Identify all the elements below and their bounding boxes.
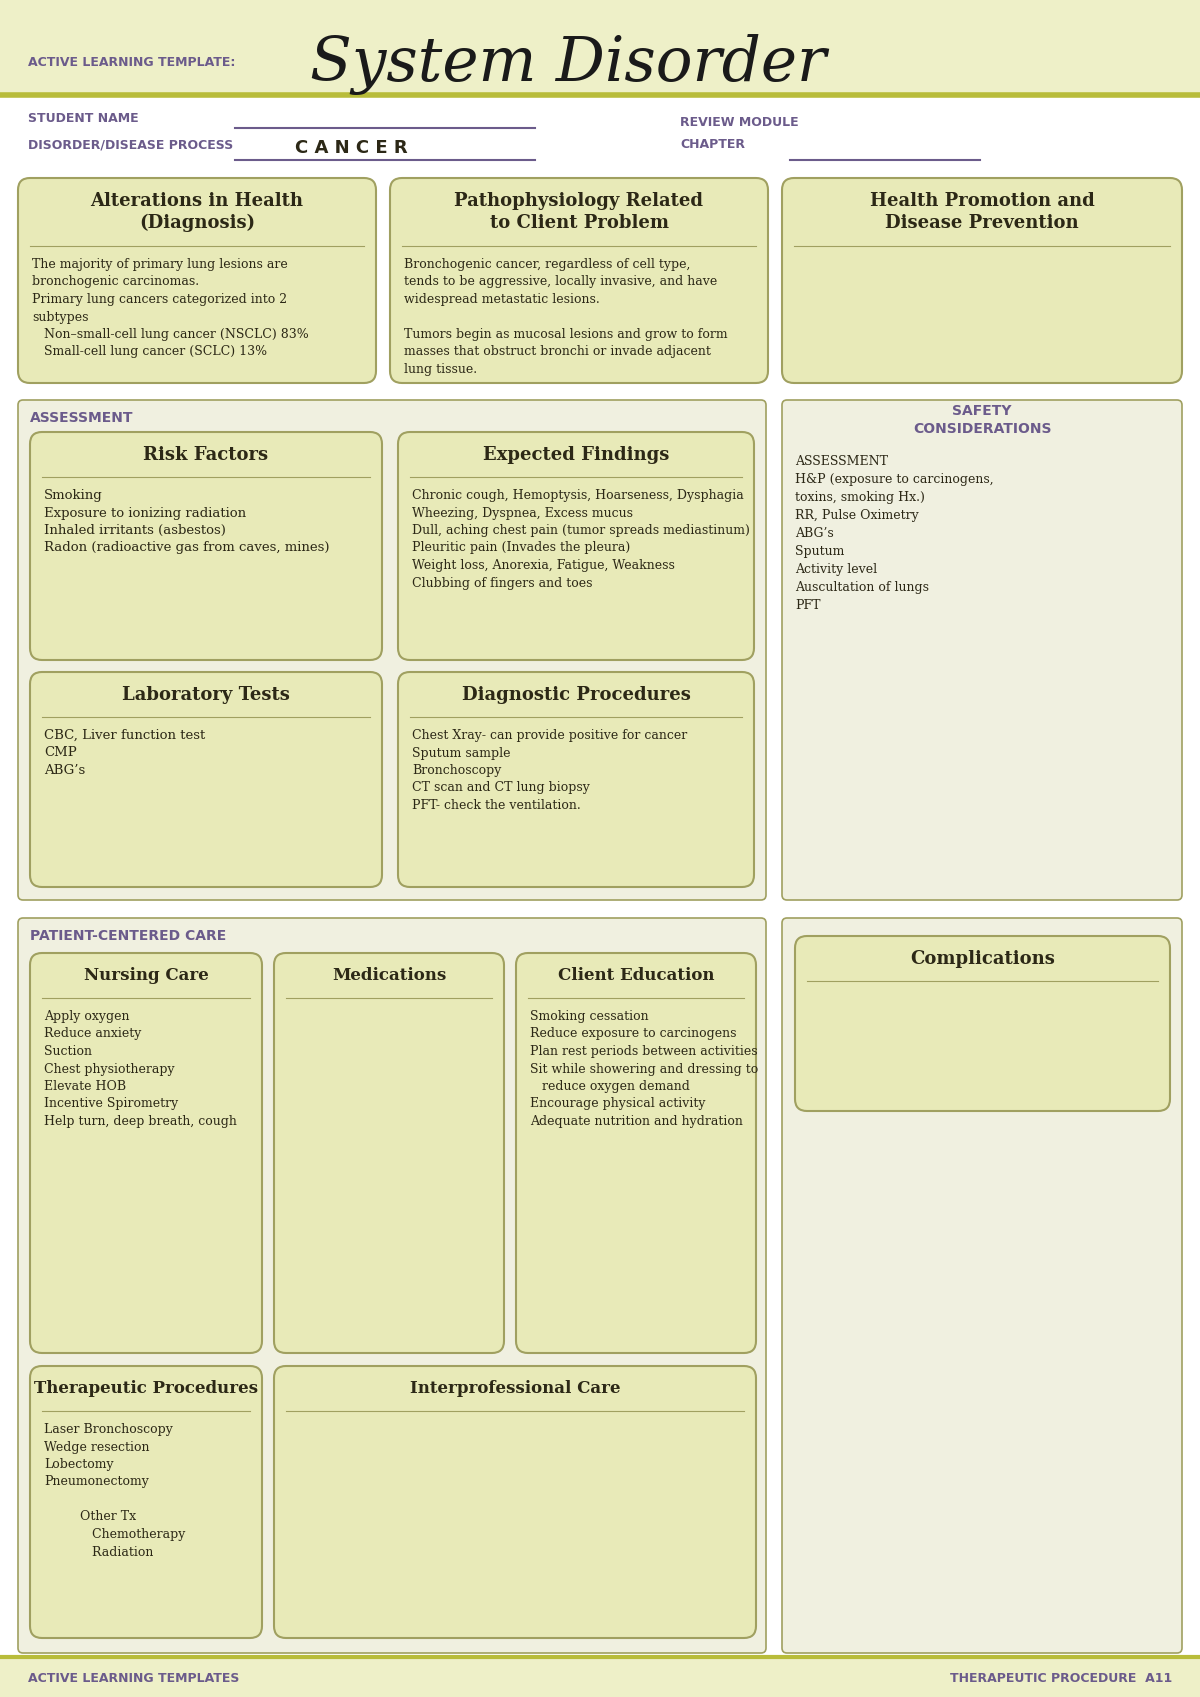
Text: DISORDER/DISEASE PROCESS: DISORDER/DISEASE PROCESS bbox=[28, 139, 233, 151]
Text: Chronic cough, Hemoptysis, Hoarseness, Dysphagia
Wheezing, Dyspnea, Excess mucus: Chronic cough, Hemoptysis, Hoarseness, D… bbox=[412, 489, 750, 589]
Text: ACTIVE LEARNING TEMPLATES: ACTIVE LEARNING TEMPLATES bbox=[28, 1673, 239, 1685]
Text: Smoking cessation
Reduce exposure to carcinogens
Plan rest periods between activ: Smoking cessation Reduce exposure to car… bbox=[530, 1010, 758, 1129]
Text: STUDENT NAME: STUDENT NAME bbox=[28, 112, 139, 124]
FancyBboxPatch shape bbox=[782, 400, 1182, 899]
Text: Health Promotion and
Disease Prevention: Health Promotion and Disease Prevention bbox=[870, 192, 1094, 232]
Text: Smoking
Exposure to ionizing radiation
Inhaled irritants (asbestos)
Radon (radio: Smoking Exposure to ionizing radiation I… bbox=[44, 489, 330, 555]
FancyBboxPatch shape bbox=[796, 937, 1170, 1112]
Text: SAFETY
CONSIDERATIONS: SAFETY CONSIDERATIONS bbox=[913, 404, 1051, 436]
Text: Complications: Complications bbox=[910, 950, 1055, 967]
Text: Diagnostic Procedures: Diagnostic Procedures bbox=[462, 686, 690, 704]
FancyBboxPatch shape bbox=[0, 1656, 1200, 1697]
Text: C A N C E R: C A N C E R bbox=[295, 139, 408, 158]
FancyBboxPatch shape bbox=[516, 954, 756, 1353]
Text: The majority of primary lung lesions are
bronchogenic carcinomas.
Primary lung c: The majority of primary lung lesions are… bbox=[32, 258, 308, 358]
Text: Therapeutic Procedures: Therapeutic Procedures bbox=[34, 1380, 258, 1397]
FancyBboxPatch shape bbox=[274, 954, 504, 1353]
FancyBboxPatch shape bbox=[782, 178, 1182, 384]
Text: ASSESSMENT: ASSESSMENT bbox=[30, 411, 133, 424]
Text: Laser Bronchoscopy
Wedge resection
Lobectomy
Pneumonectomy

         Other Tx
  : Laser Bronchoscopy Wedge resection Lobec… bbox=[44, 1424, 185, 1558]
Text: Medications: Medications bbox=[332, 967, 446, 984]
Text: Bronchogenic cancer, regardless of cell type,
tends to be aggressive, locally in: Bronchogenic cancer, regardless of cell … bbox=[404, 258, 727, 377]
FancyBboxPatch shape bbox=[274, 1366, 756, 1638]
FancyBboxPatch shape bbox=[30, 1366, 262, 1638]
Text: ACTIVE LEARNING TEMPLATE:: ACTIVE LEARNING TEMPLATE: bbox=[28, 56, 235, 68]
FancyBboxPatch shape bbox=[30, 672, 382, 888]
Text: PATIENT-CENTERED CARE: PATIENT-CENTERED CARE bbox=[30, 928, 227, 944]
Text: THERAPEUTIC PROCEDURE  A11: THERAPEUTIC PROCEDURE A11 bbox=[949, 1673, 1172, 1685]
FancyBboxPatch shape bbox=[398, 433, 754, 660]
Text: REVIEW MODULE: REVIEW MODULE bbox=[680, 115, 799, 129]
Text: Chest Xray- can provide positive for cancer
Sputum sample
Bronchoscopy
CT scan a: Chest Xray- can provide positive for can… bbox=[412, 730, 688, 811]
Text: Nursing Care: Nursing Care bbox=[84, 967, 209, 984]
Text: ASSESSMENT
H&P (exposure to carcinogens,
toxins, smoking Hx.)
RR, Pulse Oximetry: ASSESSMENT H&P (exposure to carcinogens,… bbox=[796, 455, 994, 613]
Text: Client Education: Client Education bbox=[558, 967, 714, 984]
Text: Alterations in Health
(Diagnosis): Alterations in Health (Diagnosis) bbox=[90, 192, 304, 232]
FancyBboxPatch shape bbox=[390, 178, 768, 384]
FancyBboxPatch shape bbox=[18, 918, 766, 1653]
Text: Risk Factors: Risk Factors bbox=[144, 446, 269, 463]
Text: Expected Findings: Expected Findings bbox=[482, 446, 670, 463]
Text: Laboratory Tests: Laboratory Tests bbox=[122, 686, 290, 704]
FancyBboxPatch shape bbox=[30, 433, 382, 660]
Text: CBC, Liver function test
CMP
ABG’s: CBC, Liver function test CMP ABG’s bbox=[44, 730, 205, 777]
Text: Pathophysiology Related
to Client Problem: Pathophysiology Related to Client Proble… bbox=[455, 192, 703, 232]
Text: System Disorder: System Disorder bbox=[310, 34, 827, 95]
FancyBboxPatch shape bbox=[398, 672, 754, 888]
Text: Interprofessional Care: Interprofessional Care bbox=[409, 1380, 620, 1397]
FancyBboxPatch shape bbox=[30, 954, 262, 1353]
FancyBboxPatch shape bbox=[782, 918, 1182, 1653]
FancyBboxPatch shape bbox=[18, 178, 376, 384]
FancyBboxPatch shape bbox=[18, 400, 766, 899]
FancyBboxPatch shape bbox=[0, 0, 1200, 95]
Text: CHAPTER: CHAPTER bbox=[680, 139, 745, 151]
Text: Apply oxygen
Reduce anxiety
Suction
Chest physiotherapy
Elevate HOB
Incentive Sp: Apply oxygen Reduce anxiety Suction Ches… bbox=[44, 1010, 236, 1129]
